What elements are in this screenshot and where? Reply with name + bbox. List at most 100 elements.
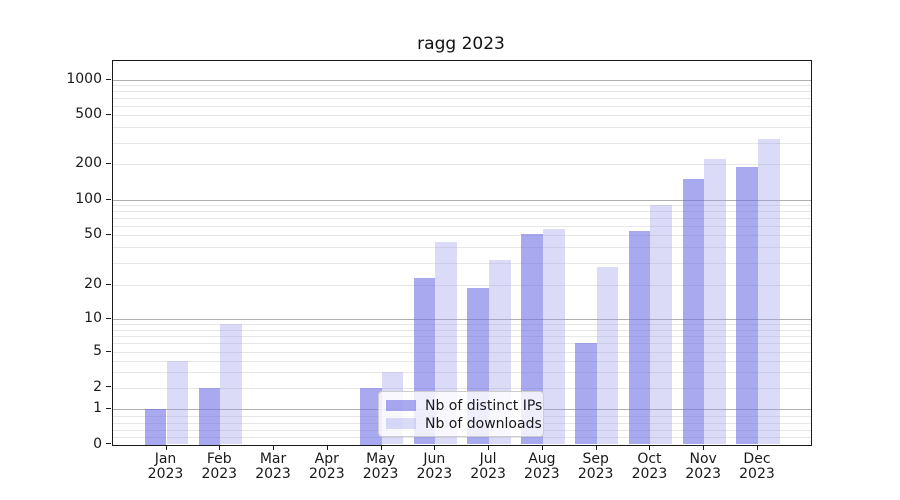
y-tick-label: 20 bbox=[84, 276, 102, 293]
y-tick-label: 2 bbox=[93, 378, 102, 395]
x-tick-mark bbox=[703, 444, 705, 450]
x-tick-label-may: May 2023 bbox=[345, 452, 417, 482]
x-tick-month: Feb bbox=[206, 451, 232, 467]
bar-downloads-aug bbox=[542, 228, 565, 445]
gridline-minor bbox=[113, 142, 811, 144]
gridline-minor bbox=[113, 437, 811, 439]
x-tick-mark bbox=[219, 444, 221, 450]
x-tick-label-oct: Oct 2023 bbox=[613, 452, 685, 482]
bar-distinct-ips-dec bbox=[736, 166, 758, 445]
y-tick-label: 10 bbox=[84, 310, 102, 326]
x-tick-year: 2023 bbox=[147, 466, 184, 482]
y-tick-mark bbox=[106, 162, 111, 164]
x-tick-year: 2023 bbox=[201, 466, 238, 482]
legend-item-downloads: Nb of downloads bbox=[386, 415, 542, 432]
legend: Nb of distinct IPs Nb of downloads bbox=[378, 391, 544, 437]
bar-distinct-ips-may bbox=[359, 387, 382, 445]
x-tick-label-nov: Nov 2023 bbox=[667, 452, 739, 482]
x-tick-year: 2023 bbox=[362, 466, 399, 482]
y-tick-mark bbox=[106, 233, 111, 235]
gridline-minor bbox=[113, 343, 811, 345]
gridline-major bbox=[113, 319, 811, 320]
gridline-major bbox=[113, 80, 811, 81]
x-tick-month: Dec bbox=[743, 451, 771, 467]
x-tick-month: Jul bbox=[479, 451, 497, 467]
bar-downloads-sep bbox=[596, 266, 619, 445]
y-tick-label: 50 bbox=[84, 226, 102, 243]
y-tick-label: 1000 bbox=[66, 71, 102, 87]
bar-distinct-ips-jan bbox=[144, 409, 167, 445]
legend-item-distinct-ips: Nb of distinct IPs bbox=[386, 397, 542, 414]
x-tick-mark bbox=[434, 444, 436, 450]
y-tick-mark bbox=[106, 443, 111, 444]
gridline-minor bbox=[113, 91, 811, 93]
gridline-minor bbox=[113, 218, 811, 220]
x-tick-month: Sep bbox=[582, 451, 609, 467]
gridline-minor bbox=[113, 106, 811, 107]
y-tick-mark bbox=[106, 350, 111, 352]
y-tick-label: 5 bbox=[93, 343, 102, 359]
legend-label-downloads: Nb of downloads bbox=[425, 415, 542, 432]
y-tick-label: 500 bbox=[75, 106, 102, 123]
gridline-minor bbox=[113, 115, 811, 117]
x-tick-year: 2023 bbox=[524, 466, 560, 482]
legend-label-distinct-ips: Nb of distinct IPs bbox=[425, 397, 543, 414]
gridline-minor bbox=[113, 226, 811, 227]
gridline-minor bbox=[113, 85, 811, 87]
x-tick-mark bbox=[165, 444, 167, 450]
x-tick-label-sep: Sep 2023 bbox=[560, 452, 632, 482]
x-tick-mark bbox=[756, 444, 758, 450]
y-tick-label: 1 bbox=[93, 400, 102, 416]
x-tick-year: 2023 bbox=[631, 466, 668, 482]
y-tick-label: 100 bbox=[75, 191, 102, 207]
bar-downloads-nov bbox=[704, 159, 726, 445]
x-tick-label-apr: Apr 2023 bbox=[291, 452, 363, 482]
legend-swatch-distinct-ips-icon bbox=[386, 400, 416, 411]
x-tick-month: Nov bbox=[689, 451, 717, 467]
x-tick-month: Aug bbox=[528, 451, 556, 467]
x-tick-month: Mar bbox=[259, 451, 287, 467]
gridline-minor bbox=[113, 247, 811, 249]
x-tick-label-feb: Feb 2023 bbox=[183, 452, 255, 482]
gridline-minor bbox=[113, 127, 811, 129]
x-tick-year: 2023 bbox=[577, 466, 614, 482]
gridline-minor bbox=[113, 285, 811, 287]
gridline-minor bbox=[113, 352, 811, 353]
x-tick-mark bbox=[488, 444, 490, 450]
x-tick-year: 2023 bbox=[685, 466, 721, 482]
gridline-minor bbox=[113, 263, 811, 265]
bar-downloads-oct bbox=[650, 205, 673, 445]
bar-distinct-ips-sep bbox=[574, 343, 597, 445]
y-tick-mark bbox=[106, 78, 111, 80]
bar-distinct-ips-feb bbox=[198, 387, 221, 445]
x-tick-year: 2023 bbox=[308, 466, 345, 482]
gridline-minor bbox=[113, 360, 811, 362]
x-tick-mark bbox=[595, 444, 597, 450]
bar-downloads-feb bbox=[220, 324, 242, 445]
x-tick-label-dec: Dec 2023 bbox=[721, 452, 793, 482]
x-tick-year: 2023 bbox=[255, 466, 291, 482]
x-tick-mark bbox=[326, 444, 328, 450]
gridline-major bbox=[113, 200, 811, 201]
y-tick-mark bbox=[106, 198, 111, 200]
gridline-minor bbox=[113, 211, 811, 213]
bar-distinct-ips-nov bbox=[682, 179, 705, 445]
x-tick-year: 2023 bbox=[470, 466, 506, 482]
x-tick-month: Oct bbox=[637, 451, 662, 467]
x-tick-month: Apr bbox=[314, 451, 339, 467]
y-tick-mark bbox=[106, 113, 111, 115]
bar-distinct-ips-oct bbox=[628, 231, 651, 445]
x-tick-mark bbox=[649, 444, 651, 450]
x-tick-month: Jan bbox=[154, 451, 177, 467]
x-tick-mark bbox=[273, 444, 275, 450]
y-tick-mark bbox=[106, 407, 111, 409]
bar-downloads-jan bbox=[166, 360, 189, 445]
y-tick-label: 0 bbox=[93, 435, 102, 452]
gridline-minor bbox=[113, 387, 811, 389]
gridline-minor bbox=[113, 205, 811, 207]
x-tick-mark bbox=[380, 444, 382, 450]
x-tick-label-jan: Jan 2023 bbox=[130, 452, 202, 482]
gridline-minor bbox=[113, 371, 811, 373]
x-tick-year: 2023 bbox=[739, 466, 775, 482]
